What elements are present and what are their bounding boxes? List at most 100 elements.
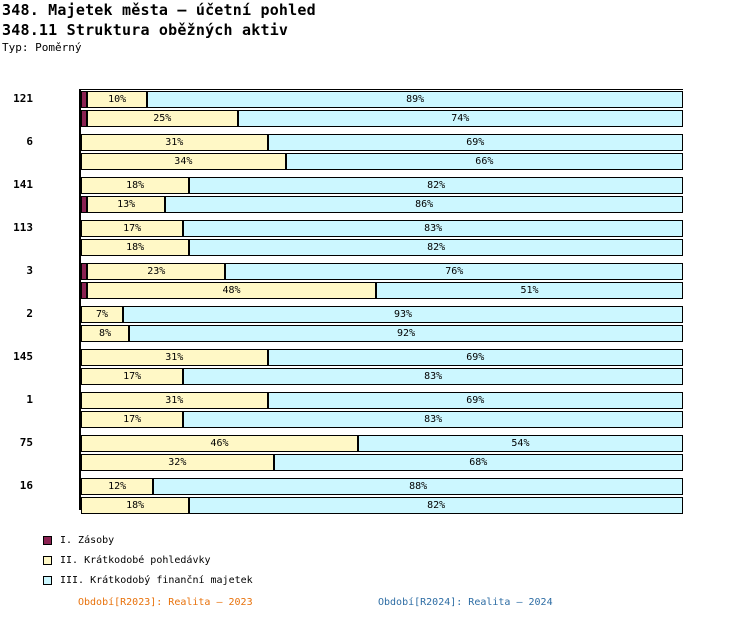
segment-value-label: 23% [147,266,166,277]
legend-item-kratkodobe-pohledavky[interactable]: II. Krátkodobé pohledávky [43,550,253,570]
segment-kratkodobe-pohledavky[interactable]: 17% [81,411,184,428]
stacked-bar-row[interactable]: 18% 82% [81,497,683,514]
segment-zasoby[interactable] [81,91,88,108]
segment-kratkodobe-pohledavky[interactable]: 8% [81,325,130,342]
segment-value-label: 86% [415,199,434,210]
legend-item-zasoby[interactable]: I. Zásoby [43,530,253,550]
segment-kratkodoby-financni-majetek[interactable]: 88% [153,478,683,495]
segment-kratkodoby-financni-majetek[interactable]: 83% [183,220,683,237]
segment-kratkodoby-financni-majetek[interactable]: 82% [189,497,683,514]
segment-zasoby[interactable] [81,110,88,127]
segment-kratkodobe-pohledavky[interactable]: 31% [81,134,268,151]
segment-kratkodobe-pohledavky[interactable]: 48% [87,282,376,299]
stacked-bar-row[interactable]: 31% 69% [81,349,683,366]
segment-kratkodoby-financni-majetek[interactable]: 74% [237,110,683,127]
segment-value-label: 25% [153,113,172,124]
segment-kratkodoby-financni-majetek[interactable]: 69% [267,349,683,366]
stacked-bar-row[interactable]: 31% 69% [81,392,683,409]
segment-kratkodobe-pohledavky[interactable]: 10% [87,91,148,108]
segment-zasoby[interactable] [81,196,88,213]
period-note-2023: Období[R2023]: Realita – 2023 [78,597,253,608]
stacked-bar-row[interactable]: 25% 74% [81,110,683,127]
segment-kratkodoby-financni-majetek[interactable]: 92% [129,325,683,342]
segment-kratkodoby-financni-majetek[interactable]: 76% [225,263,683,280]
stacked-bar-row[interactable]: 17% 83% [81,411,683,428]
segment-kratkodobe-pohledavky[interactable]: 7% [81,306,124,323]
segment-value-label: 46% [210,438,229,449]
segment-value-label: 10% [108,94,127,105]
segment-value-label: 66% [475,156,494,167]
segment-kratkodoby-financni-majetek[interactable]: 83% [183,368,683,385]
segment-kratkodobe-pohledavky[interactable]: 31% [81,349,268,366]
legend-item-kratkodoby-financni-majetek[interactable]: III. Krátkodobý finanční majetek [43,570,253,590]
segment-value-label: 7% [96,309,109,320]
stacked-bar-row[interactable]: 12% 88% [81,478,683,495]
segment-kratkodoby-financni-majetek[interactable]: 51% [375,282,683,299]
segment-kratkodobe-pohledavky[interactable]: 18% [81,497,190,514]
segment-kratkodoby-financni-majetek[interactable]: 86% [165,196,683,213]
segment-kratkodobe-pohledavky[interactable]: 32% [81,454,274,471]
segment-value-label: 17% [123,223,142,234]
segment-zasoby[interactable] [81,263,88,280]
stacked-bar-row[interactable]: 46% 54% [81,435,683,452]
segment-kratkodoby-financni-majetek[interactable]: 54% [357,435,683,452]
legend-swatch-icon [43,575,52,585]
segment-kratkodobe-pohledavky[interactable]: 25% [87,110,238,127]
segment-value-label: 8% [99,328,112,339]
segment-value-label: 18% [126,500,145,511]
segment-kratkodoby-financni-majetek[interactable]: 93% [123,306,683,323]
legend-swatch-icon [43,555,52,565]
group-category-label: 141 [13,178,33,191]
segment-value-label: 76% [445,266,464,277]
segment-value-label: 89% [406,94,425,105]
segment-value-label: 74% [451,113,470,124]
stacked-bar-row[interactable]: 13% 86% [81,196,683,213]
segment-value-label: 31% [165,395,184,406]
segment-kratkodoby-financni-majetek[interactable]: 89% [147,91,683,108]
segment-kratkodobe-pohledavky[interactable]: 18% [81,177,190,194]
segment-kratkodobe-pohledavky[interactable]: 12% [81,478,154,495]
segment-value-label: 83% [424,414,443,425]
segment-kratkodobe-pohledavky[interactable]: 18% [81,239,190,256]
stacked-bar-row[interactable]: 23% 76% [81,263,683,280]
segment-kratkodobe-pohledavky[interactable]: 31% [81,392,268,409]
segment-kratkodobe-pohledavky[interactable]: 34% [81,153,286,170]
group-category-label: 145 [13,350,33,363]
chart-plot-area: 10% 89% 25% 74% 31% 69% 34% 66% 18% 82% 13% 86% 17% 8… [79,89,683,514]
segment-kratkodoby-financni-majetek[interactable]: 82% [189,239,683,256]
stacked-bar-row[interactable]: 10% 89% [81,91,683,108]
group-category-label: 113 [13,221,33,234]
stacked-bar-row[interactable]: 48% 51% [81,282,683,299]
segment-kratkodoby-financni-majetek[interactable]: 82% [189,177,683,194]
y-axis-line [79,89,81,510]
segment-kratkodoby-financni-majetek[interactable]: 68% [273,454,683,471]
segment-value-label: 54% [511,438,530,449]
stacked-bar-row[interactable]: 31% 69% [81,134,683,151]
stacked-bar-row[interactable]: 17% 83% [81,368,683,385]
segment-kratkodoby-financni-majetek[interactable]: 69% [267,392,683,409]
stacked-bar-row[interactable]: 7% 93% [81,306,683,323]
legend-swatch-icon [43,535,52,545]
segment-kratkodobe-pohledavky[interactable]: 46% [81,435,358,452]
page-subtitle: 348.11 Struktura oběžných aktiv [2,21,289,39]
segment-value-label: 83% [424,223,443,234]
segment-kratkodobe-pohledavky[interactable]: 17% [81,220,184,237]
segment-value-label: 34% [174,156,193,167]
stacked-bar-row[interactable]: 32% 68% [81,454,683,471]
segment-kratkodoby-financni-majetek[interactable]: 66% [285,153,683,170]
segment-value-label: 17% [123,371,142,382]
stacked-bar-row[interactable]: 18% 82% [81,239,683,256]
segment-kratkodoby-financni-majetek[interactable]: 83% [183,411,683,428]
stacked-bar-row[interactable]: 18% 82% [81,177,683,194]
segment-kratkodobe-pohledavky[interactable]: 17% [81,368,184,385]
stacked-bar-row[interactable]: 17% 83% [81,220,683,237]
segment-kratkodobe-pohledavky[interactable]: 23% [87,263,226,280]
segment-value-label: 82% [427,500,446,511]
segment-kratkodoby-financni-majetek[interactable]: 69% [267,134,683,151]
segment-value-label: 68% [469,457,488,468]
segment-kratkodobe-pohledavky[interactable]: 13% [87,196,166,213]
stacked-bar-row[interactable]: 34% 66% [81,153,683,170]
segment-value-label: 13% [117,199,136,210]
segment-zasoby[interactable] [81,282,88,299]
stacked-bar-row[interactable]: 8% 92% [81,325,683,342]
